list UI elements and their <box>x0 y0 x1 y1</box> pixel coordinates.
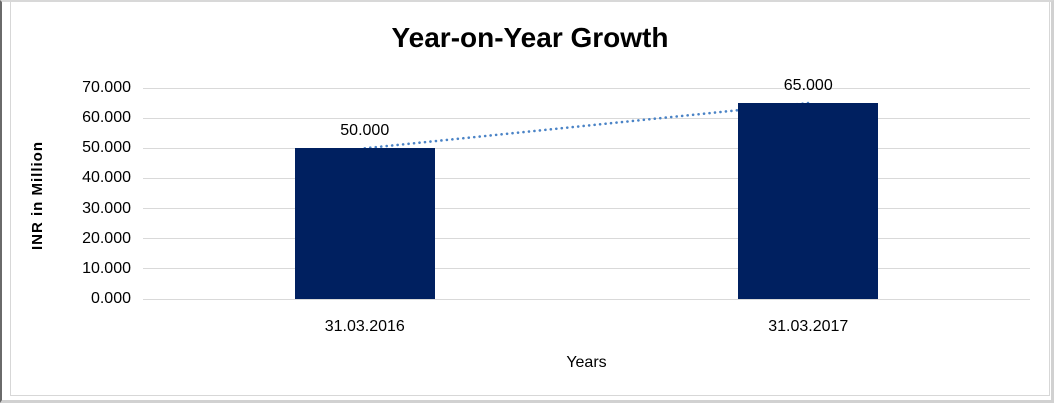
y-tick-label: 60.000 <box>82 109 131 127</box>
y-tick-label: 70.000 <box>82 79 131 96</box>
gridline <box>143 238 1030 240</box>
bar-31.03.2016 <box>294 148 435 299</box>
x-tick-label: 31.03.2016 <box>324 318 405 335</box>
x-tick-label: 31.03.2017 <box>768 318 849 335</box>
y-tick-label: 40.000 <box>82 169 131 187</box>
chart-title: Year-on-Year Growth <box>391 22 669 53</box>
y-tick-label: 10.000 <box>82 259 131 277</box>
y-tick-label: 50.000 <box>82 139 131 157</box>
gridline <box>143 117 1030 119</box>
gridline <box>143 177 1030 179</box>
y-tick-label: 0.000 <box>90 290 131 307</box>
y-tick-label: 20.000 <box>82 229 131 247</box>
gridline <box>143 298 1030 300</box>
data-label: 50.000 <box>340 122 390 140</box>
bar-31.03.2017 <box>738 103 879 299</box>
y-axis-title: INR in Million <box>29 141 46 250</box>
gridline <box>143 87 1030 89</box>
gridline <box>143 147 1030 149</box>
x-axis-title: Years <box>566 354 607 371</box>
gridline <box>143 268 1030 270</box>
data-label: 65.000 <box>783 77 833 95</box>
y-tick-label: 30.000 <box>82 199 131 217</box>
gridline <box>143 208 1030 210</box>
